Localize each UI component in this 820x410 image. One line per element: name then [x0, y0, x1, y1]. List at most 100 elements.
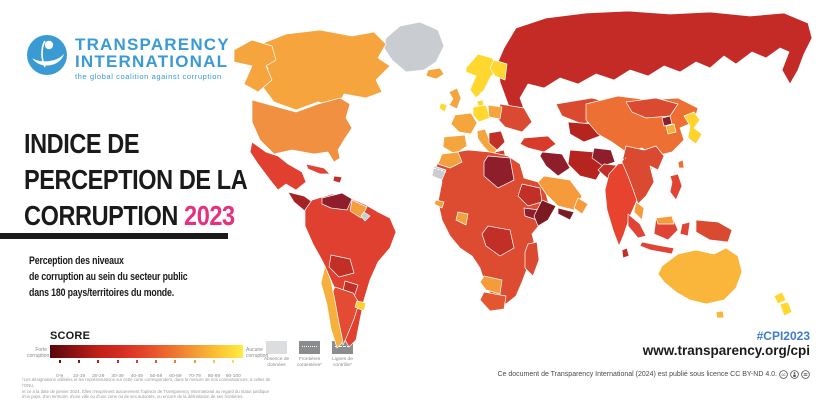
score-high-line1: Aucune [246, 347, 263, 353]
region-tasmania [715, 310, 725, 319]
region-iberia [442, 134, 468, 155]
region-japan [683, 111, 703, 145]
region-taiwan [677, 159, 685, 169]
region-germany [472, 104, 491, 123]
score-ticks: 0-9 10-19 20-29 30-39 40-49 50-59 60-69 … [50, 360, 243, 382]
score-high-label: Aucune corruption [246, 347, 268, 359]
region-new-guinea [695, 219, 733, 243]
region-afghanistan [591, 147, 616, 167]
control-line2: contrôle* [333, 362, 352, 368]
score-tick: 90-100 [224, 360, 243, 382]
region-somalia [533, 199, 557, 227]
subtitle-line1: Perception des niveaux [29, 255, 124, 267]
region-western-sahara [431, 165, 447, 181]
license-text: Ce document de Transparency Internationa… [497, 371, 777, 378]
score-low-line2: corruption [27, 353, 50, 359]
region-south-korea [665, 123, 677, 135]
score-tick: 10-19 [69, 360, 88, 382]
region-java [639, 241, 675, 255]
svg-text:cc: cc [781, 372, 785, 377]
region-greenland [383, 21, 445, 73]
control-line1: Lignes de [332, 357, 353, 362]
score-tick: 0-9 [50, 360, 69, 382]
subtitle-line3: dans 180 pays/territoires du monde. [29, 287, 175, 299]
no-data-line2: données [267, 362, 286, 368]
region-sulawesi [679, 221, 691, 237]
tick-label: 60-69 [169, 374, 182, 379]
region-eastern-europe [496, 103, 533, 133]
region-ireland [438, 102, 448, 113]
dotted-line-icon [302, 346, 317, 347]
title-divider-bar [0, 233, 228, 239]
tick-label: 10-19 [72, 374, 86, 379]
region-turkey [519, 135, 557, 153]
region-yemen [557, 207, 575, 221]
region-chile [320, 265, 344, 349]
control-line-kashmir [615, 157, 627, 165]
region-sumatra [627, 213, 647, 239]
dashed-line-icon [335, 346, 350, 347]
transparency-international-logo: TRANSPARENCY INTERNATIONAL the global co… [26, 34, 230, 80]
footnote-line2: et ce à la date de janvier 2024. Elles n… [22, 388, 269, 394]
tick-label: 90-100 [225, 374, 241, 379]
region-namibia-botswana [479, 275, 503, 295]
region-australia [657, 247, 743, 305]
region-canada [253, 29, 391, 111]
region-denmark [476, 99, 485, 107]
score-tick: 40-49 [127, 360, 146, 382]
license-line: Ce document de Transparency Internationa… [497, 370, 810, 379]
region-new-zealand-south [779, 301, 793, 317]
subtitle: Perception des niveaux de corruption au … [29, 253, 188, 301]
brand-name-line2: INTERNATIONAL [75, 52, 229, 72]
key-contested-borders: Frontières contestées* [293, 341, 326, 369]
title-line2: PERCEPTION DE LA [24, 164, 248, 195]
brand-tagline: the global coalition against corruption [75, 71, 222, 81]
ti-globe-icon [27, 35, 67, 75]
logo-text: TRANSPARENCY INTERNATIONAL the global co… [75, 34, 230, 80]
website-link[interactable]: www.transparency.org/cpi [642, 343, 810, 358]
region-balkans [488, 130, 506, 151]
control-label: Lignes de contrôle* [326, 357, 359, 369]
region-venezuela [321, 192, 353, 211]
region-scandinavia [465, 53, 499, 99]
region-uruguay [354, 300, 367, 312]
subtitle-line2: de corruption au sein du secteur public [29, 271, 188, 283]
tick-label: 0-9 [56, 374, 64, 379]
cc-icon: cc [779, 370, 788, 379]
score-tick: 60-69 [166, 360, 185, 382]
region-madagascar [524, 241, 540, 277]
region-senegal [433, 199, 445, 209]
region-iceland [425, 67, 445, 80]
hashtag[interactable]: #CPI2023 [756, 329, 810, 343]
region-morocco [437, 151, 463, 169]
tick-label: 80-89 [207, 374, 221, 379]
region-oman [573, 197, 589, 215]
score-low-label: Forte corruption [27, 347, 50, 359]
title-line1: INDICE DE [24, 128, 140, 159]
footnote-line3: d'un pays, d'un territoire, d'une ville … [22, 394, 244, 400]
score-tick: 20-29 [89, 360, 108, 382]
contested-label: Frontières contestées* [293, 357, 326, 369]
no-data-line1: Absence de [263, 357, 290, 362]
region-south-africa [479, 291, 507, 312]
tick-label: 70-79 [188, 374, 201, 379]
region-alaska [233, 39, 277, 93]
region-drc [481, 225, 515, 257]
region-levant-iraq [539, 151, 571, 177]
region-new-zealand-north [773, 291, 787, 305]
tick-label: 40-49 [130, 374, 143, 379]
region-uk [448, 87, 462, 110]
tick-label: 50-59 [149, 374, 163, 379]
score-tick: 30-39 [108, 360, 127, 382]
title-line3: CORRUPTION [24, 200, 178, 231]
score-tick: 80-89 [204, 360, 223, 382]
region-france [450, 112, 478, 135]
score-gradient-bar [50, 345, 243, 358]
score-legend-title: SCORE [50, 330, 91, 342]
world-map [233, 10, 813, 349]
region-finland [489, 59, 508, 81]
tick-label: 30-39 [111, 374, 124, 379]
region-malaysia-borneo [655, 215, 675, 225]
region-russia [497, 10, 813, 119]
contested-line1: Frontières [298, 357, 321, 362]
